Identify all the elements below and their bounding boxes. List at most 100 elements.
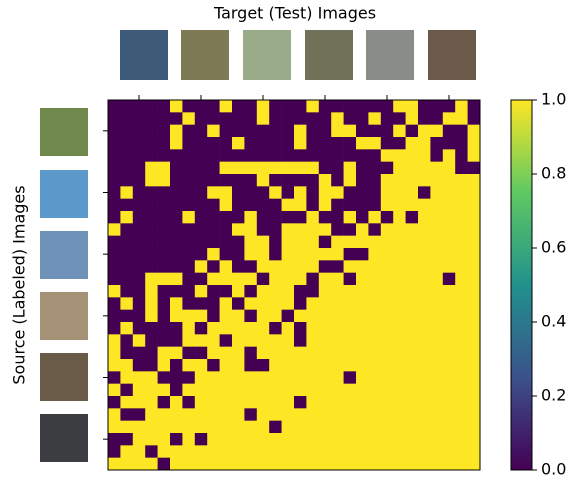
thumbnail [40, 108, 88, 156]
cell [306, 100, 320, 113]
cell [331, 346, 344, 360]
cell [256, 371, 270, 384]
cell [170, 248, 183, 261]
cell [219, 396, 233, 409]
cell [194, 408, 208, 421]
cell [145, 124, 158, 138]
cell [343, 161, 357, 175]
cell [343, 174, 357, 187]
cell [108, 322, 121, 335]
cell [442, 100, 456, 113]
cell [356, 211, 369, 224]
cell [194, 124, 208, 138]
cell [269, 309, 282, 323]
cell [207, 285, 220, 298]
cell [157, 346, 171, 360]
cell [269, 322, 282, 335]
chart-title: Target (Test) Images [213, 4, 376, 23]
cell [157, 248, 171, 261]
cell [132, 137, 146, 150]
cell [368, 383, 382, 397]
cell [120, 396, 134, 409]
cell [244, 161, 258, 175]
cell [318, 445, 332, 458]
cell [405, 260, 419, 273]
cell [343, 297, 357, 310]
cell [380, 198, 394, 212]
cell [467, 161, 481, 175]
cell [405, 149, 419, 162]
cell [306, 260, 320, 273]
cell [145, 346, 158, 360]
cell [393, 137, 406, 150]
cell [157, 408, 171, 421]
cell [244, 211, 258, 224]
cell [170, 309, 183, 323]
cell [455, 149, 468, 162]
cell [132, 198, 146, 212]
cell [294, 285, 307, 298]
cell [418, 457, 431, 471]
cell [232, 445, 245, 458]
cell [256, 396, 270, 409]
cell [157, 112, 171, 125]
cell [331, 198, 344, 212]
cell [430, 309, 444, 323]
cell [405, 137, 419, 150]
cell [232, 248, 245, 261]
cell [207, 186, 220, 199]
cell [170, 137, 183, 150]
cell [294, 420, 307, 434]
cell [442, 137, 456, 150]
cell [120, 198, 134, 212]
cell [232, 346, 245, 360]
thumbnail [243, 30, 291, 80]
cell [182, 309, 196, 323]
cell [170, 297, 183, 310]
cell [120, 260, 134, 273]
cell [442, 285, 456, 298]
cell [108, 211, 121, 224]
cell [207, 248, 220, 261]
cell [194, 112, 208, 125]
cell [306, 297, 320, 310]
cell [194, 211, 208, 224]
cell [455, 285, 468, 298]
cell [418, 137, 431, 150]
cell [368, 334, 382, 347]
cell [244, 285, 258, 298]
cell [132, 433, 146, 446]
cell [306, 248, 320, 261]
cell [170, 445, 183, 458]
thumbnail [40, 414, 88, 462]
cell [418, 371, 431, 384]
cell [232, 174, 245, 187]
cell [356, 285, 369, 298]
cell [194, 100, 208, 113]
cell [194, 322, 208, 335]
cell [145, 260, 158, 273]
cell [380, 297, 394, 310]
cell [244, 420, 258, 434]
cell [430, 322, 444, 335]
cell [318, 149, 332, 162]
cell [232, 272, 245, 286]
cell [157, 322, 171, 335]
cell [194, 285, 208, 298]
cell [331, 433, 344, 446]
cell [418, 100, 431, 113]
cell [120, 334, 134, 347]
cell [281, 149, 295, 162]
cell [455, 112, 468, 125]
cell [368, 285, 382, 298]
cell [467, 223, 481, 236]
cell [157, 420, 171, 434]
cell [380, 408, 394, 421]
cell [442, 124, 456, 138]
cell [132, 420, 146, 434]
cell [219, 248, 233, 261]
cell [256, 235, 270, 249]
cell [430, 433, 444, 446]
cell [418, 161, 431, 175]
cell [281, 198, 295, 212]
